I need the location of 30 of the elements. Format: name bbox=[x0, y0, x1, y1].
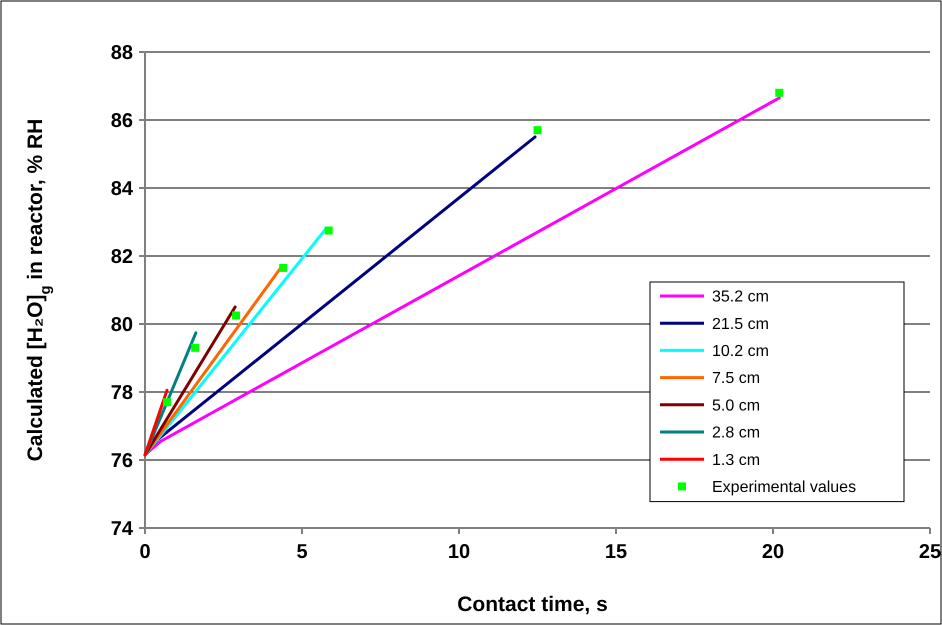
y-tick-label: 78 bbox=[110, 382, 133, 404]
legend-label: 5.0 cm bbox=[712, 397, 760, 414]
legend-label: 35.2 cm bbox=[712, 288, 769, 306]
x-tick-label: 25 bbox=[918, 541, 942, 563]
y-tick-label: 74 bbox=[110, 518, 134, 540]
legend-label: 7.5 cm bbox=[712, 370, 760, 388]
point bbox=[324, 226, 333, 234]
y-tick-label: 82 bbox=[110, 246, 133, 268]
y-tick-label: 86 bbox=[110, 110, 133, 132]
point bbox=[191, 344, 200, 352]
point bbox=[775, 88, 784, 97]
legend-label: 21.5 cm bbox=[712, 316, 769, 333]
x-axis-title: Contact time, s bbox=[457, 593, 608, 616]
point bbox=[232, 312, 240, 320]
legend-label: 2.8 cm bbox=[712, 424, 760, 442]
y-tick-label: 80 bbox=[110, 314, 133, 336]
point bbox=[279, 264, 288, 272]
y-tick-label: 88 bbox=[110, 42, 133, 64]
x-tick-label: 15 bbox=[604, 541, 628, 563]
x-tick-label: 10 bbox=[448, 541, 470, 563]
point bbox=[162, 398, 171, 406]
x-tick-label: 0 bbox=[139, 541, 151, 563]
y-tick-label: 84 bbox=[110, 178, 134, 200]
y-tick-label: 76 bbox=[110, 450, 133, 472]
legend-label: 1.3 cm bbox=[712, 452, 760, 469]
x-tick-label: 20 bbox=[762, 541, 784, 563]
legend-label: Experimental values bbox=[712, 479, 856, 496]
x-tick-label: 5 bbox=[296, 541, 308, 563]
point bbox=[534, 126, 542, 134]
legend-label: 10.2 cm bbox=[712, 343, 769, 360]
